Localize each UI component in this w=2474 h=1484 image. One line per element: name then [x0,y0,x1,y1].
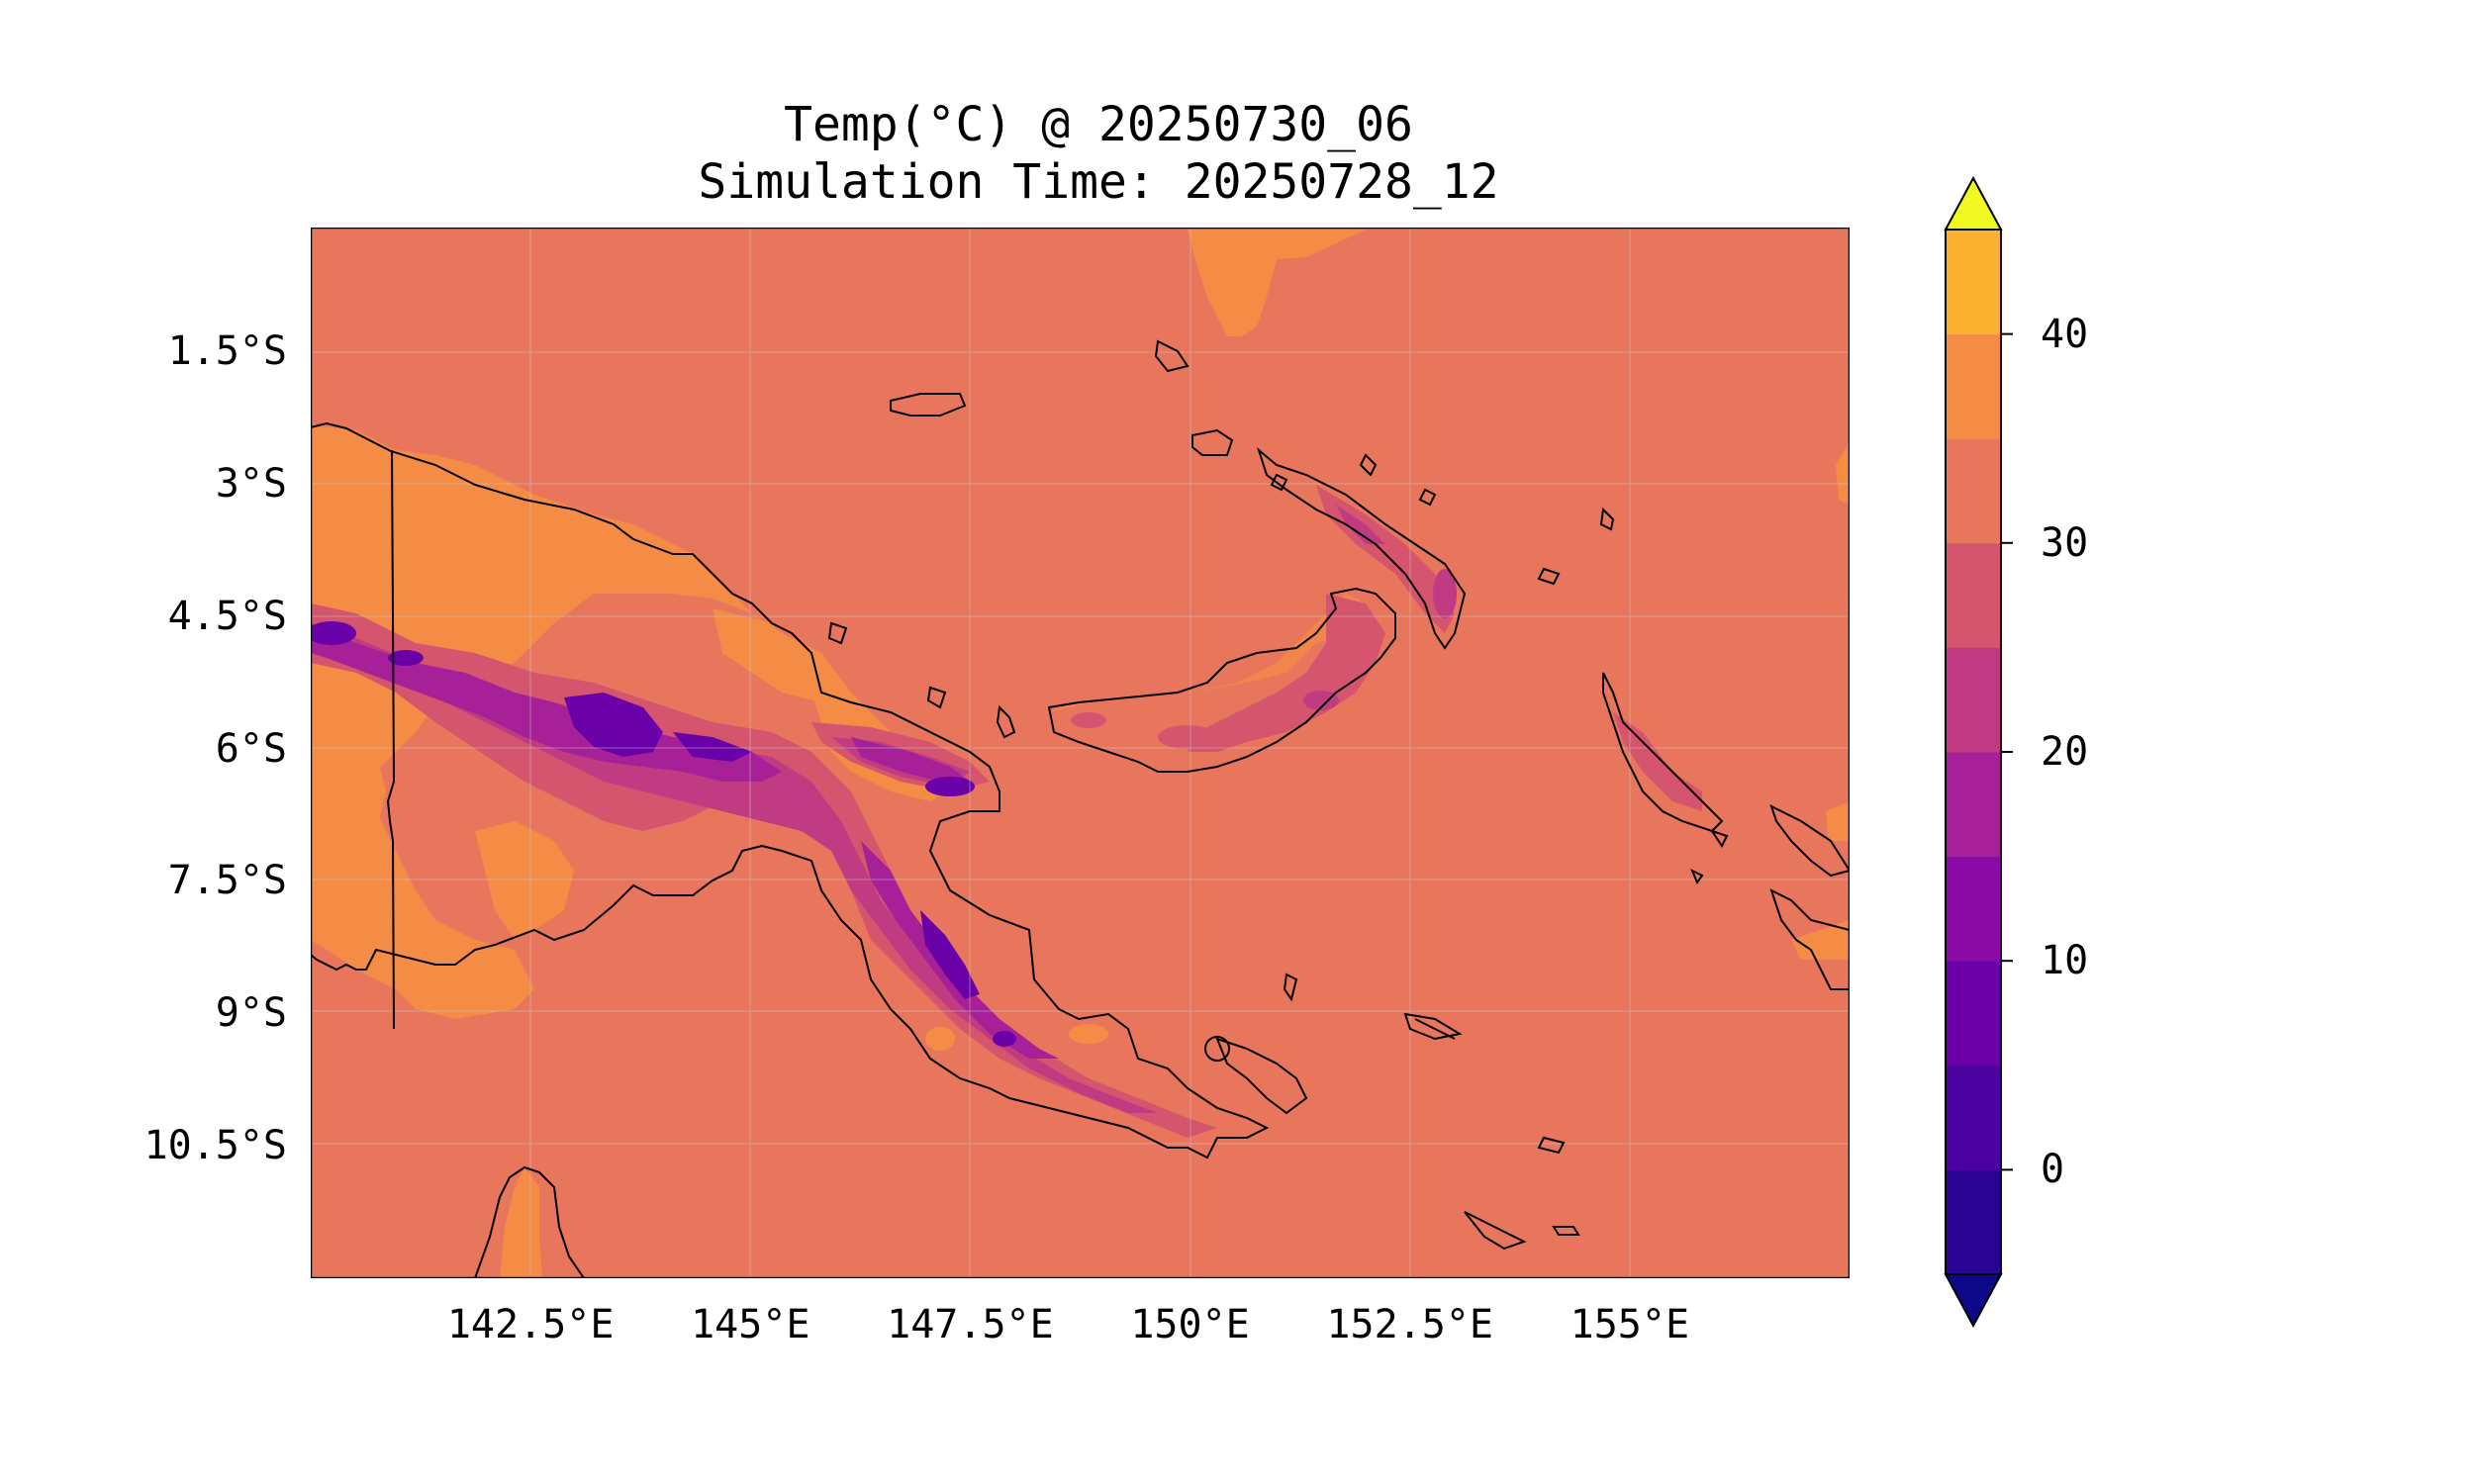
new-guinea-lowlands [311,425,970,1019]
south-coast-plain [475,821,574,940]
peninsula-warm-spot [925,1027,955,1051]
new-britain-cool [1303,691,1339,710]
colorbar-tick-label: 40 [2041,311,2089,357]
northern-island-warm [1188,230,1366,336]
solomons-east [1769,888,1850,990]
colorbar-tick-label: 10 [2041,938,2089,984]
bougainville-mild [1613,712,1702,811]
east-edge-warm-2 [1826,801,1850,841]
latitude-tick-label: 1.5°S [167,327,287,374]
cape-york-warm [500,1167,542,1278]
latitude-tick-label: 9°S [215,990,287,1037]
colorbar-band [1946,752,2001,858]
cordillera-cool [311,623,1158,1113]
colorbar-band [1946,647,2001,753]
longitude-tick-label: 152.5°E [1326,1302,1493,1347]
small-islands-11 [1537,1136,1566,1155]
central-highlands-coldest [564,693,663,757]
louisiade-islands [1464,1211,1527,1251]
colorbar-tick-label: 30 [2041,519,2089,566]
north-peak-coldest [925,777,975,796]
latitude-tick-label: 7.5°S [167,858,287,904]
new-ireland-cool [1336,505,1385,544]
small-islands-5 [827,621,848,645]
map-plot-area [311,228,1850,1278]
colorbar-band [1946,230,2001,335]
small-islands-6 [926,686,947,709]
colorbar-band [1946,1169,2001,1275]
small-islands-2 [1359,453,1378,477]
small-islands-7 [996,704,1016,739]
small-islands-14 [1709,829,1729,848]
new-hanover [1191,428,1234,456]
longitude-tick-label: 150°E [1130,1302,1250,1347]
longitude-tick-label: 155°E [1570,1302,1690,1347]
woodlark-island [1403,1012,1463,1041]
west-peak-coldest [311,621,356,645]
colorbar-band [1946,961,2001,1067]
small-islands-3 [1418,488,1437,507]
cape-york [474,1165,585,1278]
small-islands-9 [1414,1018,1456,1040]
new-britain-west-mild [1158,725,1217,749]
small-islands-12 [1537,567,1561,586]
small-islands-1 [1270,473,1288,492]
northern-island-coast [1154,339,1189,373]
colorbar [1944,175,2013,1329]
manus-island [890,393,967,417]
latitude-tick-label: 10.5°S [143,1123,288,1169]
longitude-tick-label: 142.5°E [446,1302,615,1347]
colorbar-band [1946,333,2001,439]
colorbar-band [1946,856,2001,962]
goodenough-island [1204,1036,1230,1062]
colorbar-tick-label: 20 [2041,729,2089,775]
small-islands-10 [1552,1226,1580,1236]
small-islands-4 [1599,507,1615,531]
latitude-tick-label: 6°S [215,725,287,772]
papua-border [386,449,396,1030]
colorbar-tick-label: 0 [2041,1147,2065,1193]
east-peninsula-warm-spot [1069,1024,1108,1044]
latitude-tick-label: 3°S [215,460,287,507]
owen-stanley-cold [861,841,1059,1059]
colorbar-under-arrow [1944,1273,2003,1329]
trobriand-islands [1215,1037,1308,1115]
new-britain-mild [1188,594,1385,752]
chart-subtitle: Simulation Time: 20250728_12 [698,154,1499,210]
chart-title: Temp(°C) @ 20250730_06 [784,97,1413,152]
latitude-tick-label: 4.5°S [167,593,287,639]
sepik-lowlands [713,608,821,702]
new-ireland-coast [1257,447,1467,650]
new-ireland-south-cool [1433,569,1457,618]
coastlines [311,339,1850,1278]
south-lowland-lobe [311,693,386,890]
highlands-cold [311,623,782,782]
map-gridlines [311,228,1850,1278]
new-guinea-coast [311,421,1270,1159]
longitude-tick-label: 147.5°E [887,1302,1054,1347]
longitude-tick-label: 145°E [691,1302,810,1347]
owen-stanley-coldest [920,910,980,999]
new-britain-coast [1047,587,1396,773]
west-ridge-coldest [388,650,424,666]
small-islands-8 [1283,973,1298,1002]
colorbar-band [1946,542,2001,648]
central-ridge-coldest [673,732,752,762]
colorbar-band [1946,1065,2001,1170]
solomons-north [1769,804,1850,878]
new-britain-far-west-mild [1071,712,1106,728]
colorbar-band [1946,438,2001,544]
east-edge-warm-1 [1836,440,1850,505]
small-islands-13 [1690,868,1704,885]
east-edge-warm-3 [1791,920,1850,960]
coldest-temperature-regions [311,621,1016,1047]
south-peak-coldest [993,1031,1016,1047]
